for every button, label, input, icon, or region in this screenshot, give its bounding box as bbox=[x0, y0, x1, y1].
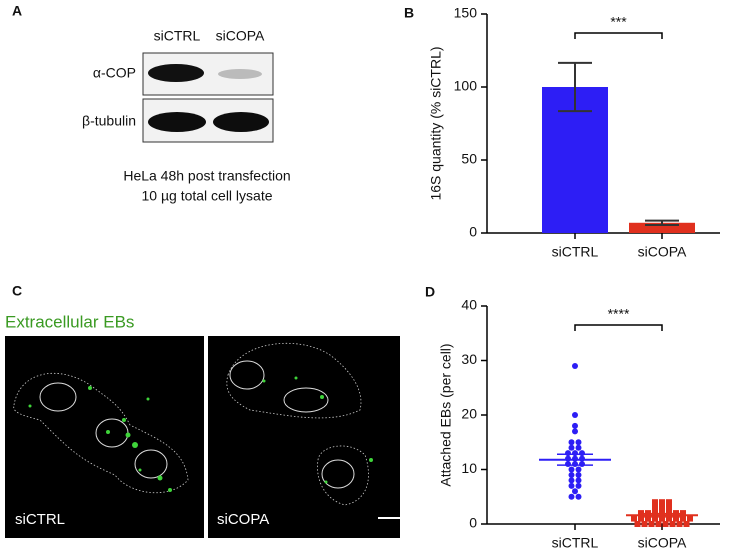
data-point bbox=[676, 521, 683, 527]
sem-bar bbox=[644, 512, 680, 518]
y-tick-label: 40 bbox=[461, 297, 477, 313]
data-point bbox=[652, 504, 658, 511]
y-tick-label: 20 bbox=[461, 406, 477, 422]
y-tick-label: 0 bbox=[469, 515, 477, 531]
blot-band bbox=[213, 112, 269, 132]
y-axis-title: Attached EBs (per cell) bbox=[438, 343, 454, 486]
eb-dots bbox=[28, 376, 373, 492]
data-point bbox=[575, 493, 582, 500]
data-point bbox=[680, 515, 686, 522]
data-point bbox=[659, 515, 665, 522]
y-tick-label: 150 bbox=[454, 5, 478, 21]
data-point bbox=[666, 504, 672, 511]
panel-letter: D bbox=[425, 284, 435, 300]
row-label: α-COP bbox=[93, 65, 136, 81]
data-point bbox=[645, 515, 651, 522]
data-point bbox=[572, 412, 578, 418]
data-point bbox=[565, 455, 571, 462]
image-label: siCOPA bbox=[217, 511, 269, 528]
data-point bbox=[568, 493, 575, 500]
data-point bbox=[631, 515, 637, 522]
data-point bbox=[575, 439, 582, 446]
data-point bbox=[579, 450, 585, 457]
caption: 10 µg total cell lysate bbox=[141, 188, 272, 204]
data-point bbox=[575, 477, 582, 484]
data-point bbox=[565, 450, 571, 457]
data-point bbox=[641, 521, 648, 527]
significance-bracket bbox=[574, 324, 663, 331]
data-point bbox=[648, 521, 655, 527]
blot-band bbox=[148, 64, 204, 82]
data-point bbox=[666, 515, 672, 522]
nucleus-outline bbox=[39, 360, 355, 489]
y-tick-label: 10 bbox=[461, 460, 477, 476]
data-point bbox=[659, 504, 665, 511]
data-point bbox=[683, 521, 690, 527]
x-tick-label: siCTRL bbox=[552, 244, 599, 260]
data-point bbox=[638, 510, 644, 517]
data-point bbox=[568, 477, 575, 484]
panel-letter: B bbox=[404, 5, 414, 21]
data-point bbox=[673, 515, 679, 522]
data-point bbox=[652, 515, 658, 522]
panel-letter: C bbox=[12, 283, 22, 299]
data-point bbox=[634, 521, 641, 527]
data-point bbox=[579, 455, 585, 462]
blot-band bbox=[148, 112, 206, 132]
data-point bbox=[659, 499, 665, 506]
data-point bbox=[565, 461, 571, 468]
data-point bbox=[662, 521, 669, 527]
data-point bbox=[669, 521, 676, 527]
bar bbox=[629, 222, 695, 233]
data-point bbox=[568, 482, 575, 489]
data-point bbox=[638, 515, 644, 522]
y-tick-label: 0 bbox=[469, 224, 477, 240]
y-tick-label: 50 bbox=[461, 151, 477, 167]
micrograph bbox=[5, 336, 204, 538]
data-point bbox=[572, 422, 578, 429]
data-point bbox=[572, 488, 578, 495]
significance-bracket bbox=[574, 32, 663, 39]
x-tick-label: siCTRL bbox=[552, 535, 599, 551]
data-point bbox=[680, 510, 686, 517]
sem-bar bbox=[557, 453, 593, 466]
image-label: siCTRL bbox=[15, 511, 65, 528]
x-tick-label: siCOPA bbox=[638, 535, 687, 551]
data-point bbox=[568, 471, 575, 478]
data-point bbox=[652, 499, 658, 506]
caption: HeLa 48h post transfection bbox=[123, 168, 290, 184]
data-point bbox=[568, 439, 575, 446]
data-point bbox=[575, 471, 582, 478]
lane-label: siCTRL bbox=[154, 28, 201, 44]
y-tick-label: 100 bbox=[454, 78, 478, 94]
error-bar bbox=[558, 61, 592, 113]
lane-label: siCOPA bbox=[216, 28, 265, 44]
panel-letter: A bbox=[12, 3, 22, 19]
data-point bbox=[666, 499, 672, 506]
error-bar bbox=[645, 219, 679, 226]
data-point bbox=[572, 362, 578, 369]
data-point bbox=[575, 466, 582, 473]
data-point bbox=[575, 482, 582, 489]
data-point bbox=[655, 521, 662, 527]
data-point bbox=[572, 428, 578, 435]
data-point bbox=[575, 444, 582, 451]
significance-label: *** bbox=[610, 14, 627, 30]
significance-label: **** bbox=[608, 306, 630, 322]
y-axis-title: 16S quantity (% siCTRL) bbox=[428, 46, 444, 200]
data-point bbox=[568, 466, 575, 473]
cell-outline bbox=[13, 342, 369, 506]
data-point bbox=[687, 515, 693, 522]
row-label: β-tubulin bbox=[82, 113, 136, 129]
micrograph bbox=[208, 336, 400, 538]
panel-title: Extracellular EBs bbox=[5, 312, 134, 331]
y-tick-label: 30 bbox=[461, 351, 477, 367]
blot-band bbox=[218, 69, 262, 79]
x-tick-label: siCOPA bbox=[638, 244, 687, 260]
data-point bbox=[579, 461, 585, 468]
data-point bbox=[568, 444, 575, 451]
